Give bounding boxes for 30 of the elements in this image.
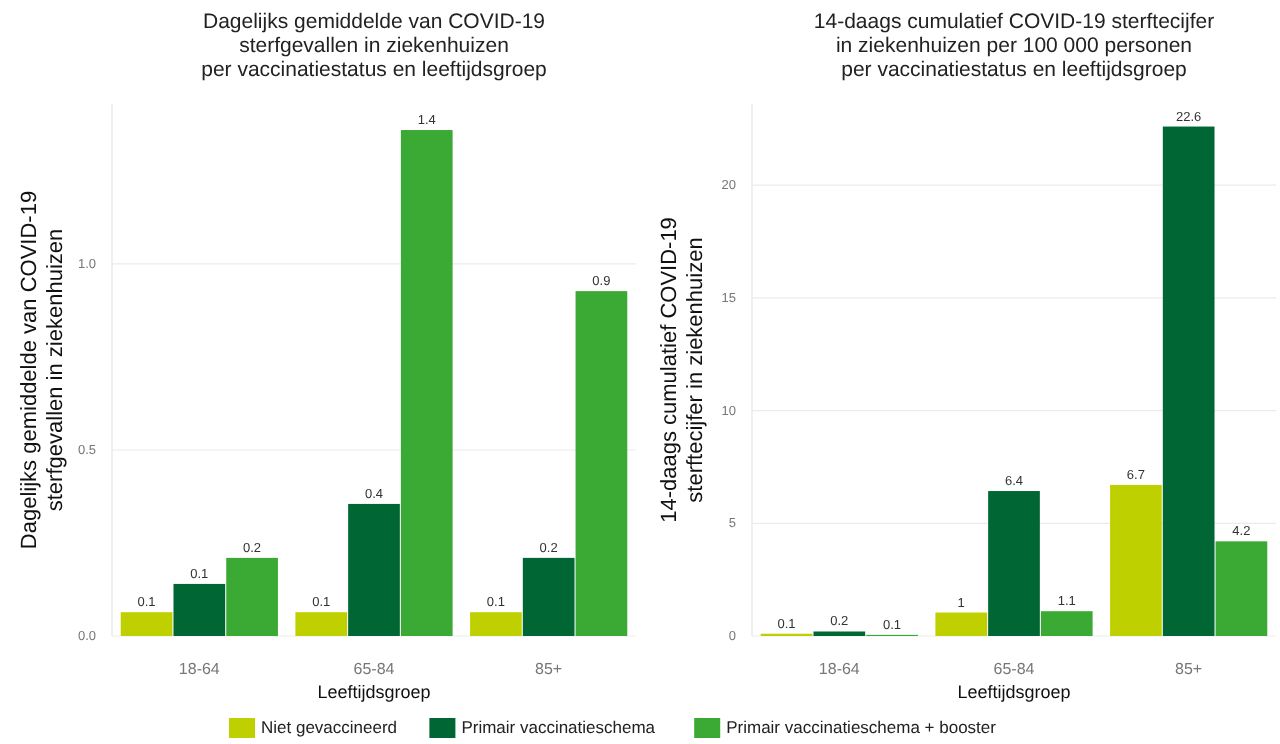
x-tick-label: 85+ <box>535 660 563 678</box>
y-axis-title: Dagelijks gemiddelde van COVID-19 sterfgevallen in ziekenhuizen <box>18 190 68 550</box>
legend-label: Primair vaccinatieschema <box>461 717 656 738</box>
legend-label: Niet gevaccineerd <box>261 717 398 738</box>
bar <box>173 583 226 636</box>
bar <box>400 130 453 636</box>
bar <box>470 612 522 636</box>
bar <box>348 503 400 636</box>
chart-title: Dagelijks gemiddelde van COVID-19 sterfgevallen in ziekenhuizen per vaccinatiestatus en leeftijdsgroep <box>201 10 548 82</box>
x-axis-title: Leeftijdsgroep <box>317 682 431 702</box>
x-tick-label: 18-64 <box>818 660 861 678</box>
bar <box>935 612 988 636</box>
bar <box>1162 126 1215 636</box>
bar <box>1110 484 1162 636</box>
bar <box>988 491 1040 636</box>
x-axis-title: Leeftijdsgroep <box>957 682 1071 702</box>
x-tick-label: 65-84 <box>993 660 1036 678</box>
bar <box>120 612 173 636</box>
bar <box>575 291 628 636</box>
x-tick-label: 18-64 <box>178 660 221 678</box>
bar <box>1040 611 1093 636</box>
bar <box>295 612 348 636</box>
chart-title: 14-daags cumulatief COVID-19 sterftecijfer in ziekenhuizen per 100 000 personen per vaccinatiestatus en leeftijdsgroep <box>813 10 1216 82</box>
x-tick-label: 85+ <box>1175 660 1203 678</box>
bar <box>226 557 278 636</box>
y-axis-title: 14-daags cumulatief COVID-19 sterftecijfer in ziekenhuizen <box>658 217 708 523</box>
legend-label: Primair vaccinatieschema + booster <box>726 717 997 738</box>
bar <box>1215 541 1268 636</box>
x-tick-label: 65-84 <box>353 660 396 678</box>
bar <box>522 557 575 636</box>
